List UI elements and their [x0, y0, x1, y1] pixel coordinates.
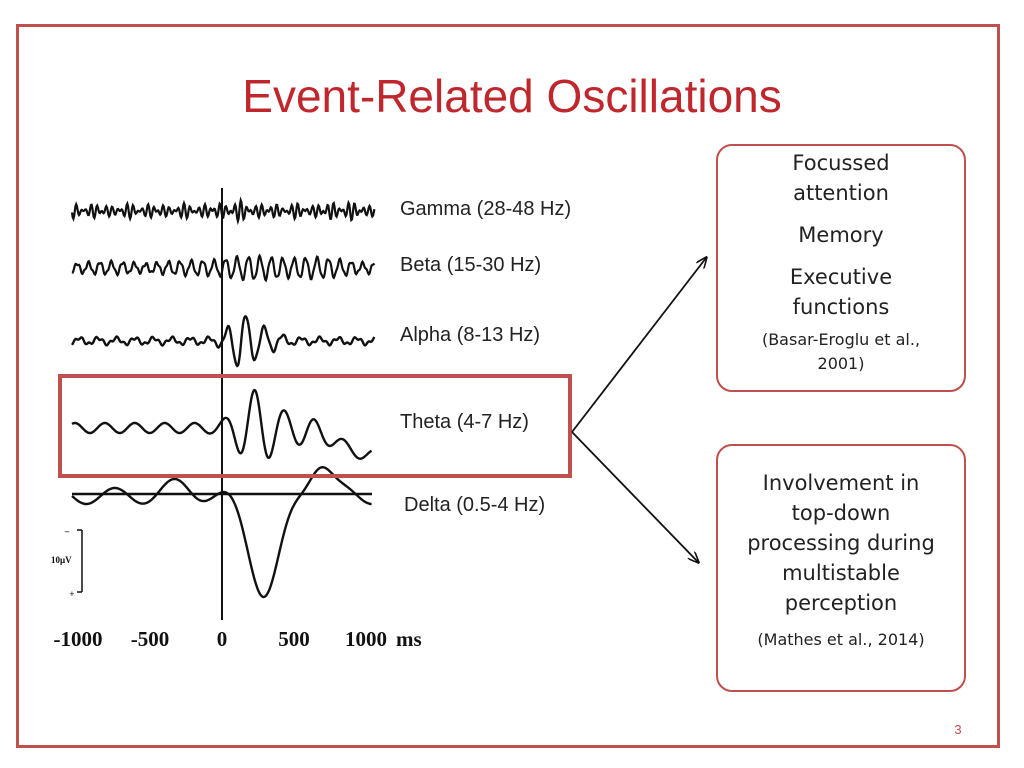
tick-label: 1000 [345, 627, 387, 651]
slide-frame [16, 24, 1000, 748]
tick-label: 0 [217, 627, 228, 651]
axis-unit: ms [396, 627, 422, 651]
box-line: Executive [789, 265, 893, 289]
delta-label: Delta (0.5-4 Hz) [404, 494, 546, 516]
slide-title: Event-Related Oscillations [242, 70, 782, 122]
box-line: processing during [747, 531, 935, 555]
box-line: attention [793, 181, 889, 205]
gamma-label: Gamma (28-48 Hz) [400, 198, 572, 220]
box-line: perception [784, 591, 898, 615]
theta-label: Theta (4-7 Hz) [400, 411, 529, 433]
perception-box: Involvement in top-down processing durin… [716, 444, 966, 692]
citation: (Basar-Eroglu et al., [761, 330, 921, 349]
beta-waveform [71, 253, 376, 283]
citation: (Mathes et al., 2014) [757, 630, 925, 649]
arrow-to-top-box [571, 258, 706, 433]
functions-box: Focussed attention Memory Executive func… [716, 144, 966, 392]
alpha-waveform [70, 315, 376, 368]
scale-minus: – [64, 526, 70, 536]
theta-waveform [71, 388, 373, 460]
box-line: Focussed [792, 151, 890, 175]
scale-label: 10μV [51, 555, 72, 565]
box-line: Involvement in [762, 471, 920, 495]
alpha-label: Alpha (8-13 Hz) [400, 324, 541, 346]
box-line: Memory [798, 223, 884, 247]
box-line: multistable [782, 561, 900, 585]
theta-highlight-box [58, 374, 572, 478]
gamma-waveform [70, 196, 376, 226]
beta-label: Beta (15-30 Hz) [400, 254, 542, 276]
delta-waveform [71, 465, 372, 599]
box-line: functions [792, 295, 890, 319]
box-line: top-down [791, 501, 891, 525]
tick-label: 500 [278, 627, 310, 651]
citation: 2001) [817, 354, 865, 373]
tick-label: -1000 [54, 627, 103, 651]
scale-plus: + [69, 589, 74, 599]
arrow-to-bottom-box [571, 431, 698, 562]
tick-label: -500 [131, 627, 170, 651]
slide-number: 3 [954, 722, 962, 737]
